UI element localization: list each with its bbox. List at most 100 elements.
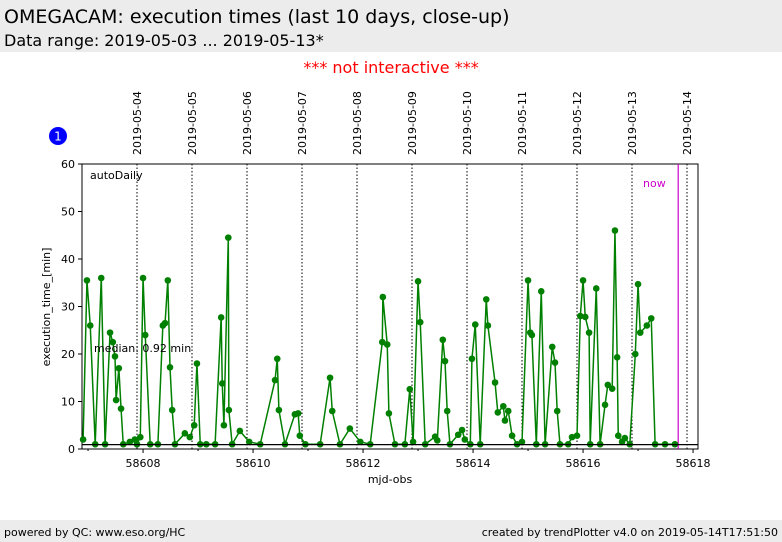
data-point [186, 433, 194, 441]
plot-number-label: 1 [54, 130, 62, 144]
data-point [385, 410, 393, 417]
data-point [236, 427, 244, 435]
data-point [346, 425, 354, 432]
data-point [471, 321, 479, 328]
data-point [441, 357, 449, 365]
data-point [117, 405, 125, 412]
data-point [111, 353, 119, 360]
data-point [581, 313, 589, 321]
data-point [461, 436, 469, 443]
data-point [109, 338, 117, 346]
data-point [414, 278, 422, 285]
data-point [585, 329, 593, 336]
y-tick-label: 30 [61, 301, 75, 314]
data-point [577, 312, 584, 320]
data-point [79, 436, 87, 443]
data-point [406, 385, 414, 393]
data-point [225, 406, 233, 414]
data-point [608, 385, 616, 392]
date-label: 2019-05-08 [351, 91, 364, 155]
data-point [621, 434, 629, 442]
data-point [500, 402, 507, 410]
data-point [83, 277, 91, 284]
y-tick-label: 20 [61, 348, 75, 361]
data-point [482, 296, 490, 303]
date-label: 2019-05-07 [296, 91, 309, 155]
data-point [573, 432, 581, 440]
date-label: 2019-05-09 [406, 91, 419, 155]
date-label: 2019-05-06 [241, 91, 254, 155]
data-point [443, 407, 451, 415]
data-point [383, 341, 391, 348]
date-label: 2019-05-12 [571, 91, 584, 155]
y-tick-label: 60 [61, 158, 75, 171]
data-point [601, 401, 609, 409]
data-point [484, 322, 492, 329]
data-point [245, 438, 253, 446]
data-point [168, 406, 176, 414]
date-label: 2019-05-04 [131, 91, 144, 155]
plot-number-badge [49, 127, 67, 145]
series-label: autoDaily [90, 169, 143, 182]
data-point [357, 438, 364, 446]
data-point [491, 379, 499, 386]
x-tick-label: 58616 [566, 457, 601, 470]
data-point [115, 364, 123, 372]
data-point [161, 319, 169, 327]
data-point [454, 431, 462, 439]
data-point [508, 432, 516, 440]
data-point [592, 285, 600, 292]
footer-bar: powered by QC: www.eso.org/HC created by… [0, 520, 782, 542]
data-point [494, 409, 502, 416]
data-point [112, 396, 120, 404]
data-point [328, 407, 336, 415]
data-point [551, 359, 559, 366]
date-label: 2019-05-13 [626, 91, 639, 155]
data-point [273, 355, 281, 363]
data-point [181, 430, 189, 437]
data-point [139, 274, 147, 282]
data-point [636, 329, 644, 336]
x-tick-label: 58612 [346, 457, 381, 470]
data-point [434, 437, 441, 444]
data-point [225, 234, 232, 241]
data-point [326, 374, 334, 382]
x-tick-label: 58618 [676, 457, 711, 470]
now-label: now [643, 177, 666, 190]
y-tick-label: 50 [61, 206, 75, 219]
data-point [579, 277, 587, 284]
data-point [528, 331, 536, 339]
data-point [647, 315, 655, 322]
y-tick-label: 0 [68, 443, 75, 456]
x-tick-label: 58610 [236, 457, 271, 470]
data-point [379, 338, 386, 346]
data-point [379, 293, 387, 301]
y-tick-label: 40 [61, 253, 75, 266]
data-point [137, 433, 144, 441]
data-point [634, 280, 642, 288]
data-point [458, 426, 466, 434]
data-point [190, 421, 198, 429]
data-point [613, 354, 621, 361]
data-point [220, 421, 228, 429]
data-range: Data range: 2019-05-03 ... 2019-05-13* [4, 31, 324, 50]
x-axis-label: mjd-obs [368, 473, 413, 486]
data-point [97, 274, 105, 282]
not-interactive-notice: *** not interactive *** [303, 58, 479, 77]
header-bar: OMEGACAM: execution times (last 10 days,… [0, 0, 782, 52]
data-point [643, 322, 651, 329]
data-point [217, 314, 225, 321]
data-point [537, 288, 545, 295]
data-point [524, 277, 532, 284]
data-point [106, 329, 114, 336]
data-point [166, 364, 174, 371]
date-label: 2019-05-14 [681, 91, 694, 155]
x-tick-label: 58608 [126, 457, 161, 470]
data-point [468, 355, 476, 363]
data-point [164, 277, 172, 284]
page-title: OMEGACAM: execution times (last 10 days,… [4, 6, 510, 28]
data-point [409, 438, 417, 446]
data-point [193, 360, 201, 367]
data-point [439, 336, 447, 344]
